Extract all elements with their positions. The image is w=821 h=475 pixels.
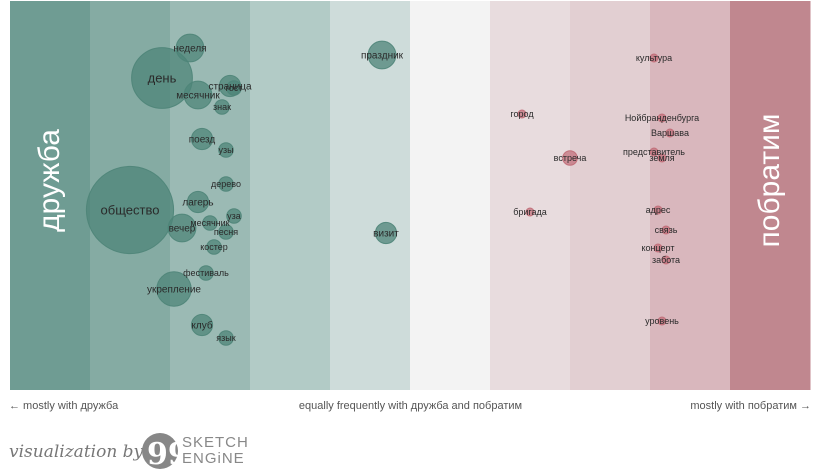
word-label-17: лагерь [182,198,213,209]
word-point-12 [218,142,234,158]
word-point-26 [374,221,398,245]
word-label-30: фестиваль [183,268,229,278]
word-label-22: месячник [190,218,229,228]
word-point-32 [657,316,667,326]
axis-label-middle: equally frequently with дружба and побра… [298,400,523,412]
word-point-31 [156,271,192,307]
background-band-9 [730,1,811,390]
visualization-credit: visualization by [9,442,144,462]
word-label-2: страница [208,82,252,93]
word-point-19 [525,207,535,217]
logo-text: SKETCH ENGiNE [182,434,249,467]
word-label-31: укрепление [147,285,201,296]
word-label-28: концерт [641,243,674,253]
word-label-19: бригада [513,207,547,217]
word-label-1: день [148,71,177,86]
background-band-7 [570,1,651,390]
axis-label-right: mostly with побратим → [690,400,811,412]
word-point-20 [653,205,663,215]
word-label-26: визит [373,229,399,240]
word-point-7 [649,53,659,63]
word-label-15: встреча [554,153,587,163]
word-label-33: клуб [191,320,212,332]
word-label-18: общество [101,203,160,218]
left-word-label: дружба [33,129,66,232]
word-label-8: город [510,109,534,119]
word-label-29: забота [652,255,680,265]
word-label-34: язык [216,333,235,343]
word-label-11: поезд [189,135,216,146]
word-point-8 [517,109,527,119]
word-label-20: адрес [646,205,671,215]
word-label-5: знак [213,102,231,112]
word-point-4 [183,80,213,110]
word-point-28 [653,243,663,253]
word-point-13 [649,147,659,157]
word-point-11 [190,127,214,151]
word-label-4: месячник [176,91,220,102]
word-point-14 [657,153,667,163]
word-point-25 [218,224,234,240]
word-point-16 [218,176,234,192]
background-band-6 [490,1,571,390]
word-point-17 [186,190,210,214]
word-point-9 [657,113,667,123]
word-label-9: Нойбранденбурга [625,113,699,123]
right-word-label: побратим [753,114,786,248]
word-label-16: дерево [211,179,241,189]
word-label-27: костер [200,242,228,252]
word-label-10: Варшава [651,128,689,138]
word-point-23 [167,213,197,243]
word-point-6 [367,40,397,70]
word-label-32: уровень [645,316,679,326]
word-point-10 [665,128,675,138]
word-point-15 [562,150,578,166]
background-band-5 [410,1,491,390]
word-label-3: гост [226,83,243,93]
word-point-18 [85,165,175,255]
word-label-25: песня [214,227,238,237]
word-label-21: уза [227,211,241,221]
quote-logo-icon: 99 [142,433,189,470]
word-label-7: культура [636,53,672,63]
word-label-0: неделя [173,44,206,55]
word-label-12: узы [218,145,233,155]
word-label-23: вечер [169,224,196,235]
word-label-6: праздник [361,51,404,62]
axis-label-left: ← mostly with дружба [9,400,119,412]
word-label-24: связь [655,225,678,235]
background-band-0 [10,1,91,390]
word-point-0 [175,33,205,63]
word-point-33 [190,313,214,337]
word-point-30 [198,265,214,281]
word-point-34 [218,330,234,346]
background-band-4 [330,1,411,390]
word-label-13: представитель [623,147,685,157]
word-point-21 [226,208,242,224]
sketch-engine-logo[interactable]: 99 SKETCH ENGiNE [142,433,248,471]
word-label-14: земля [649,153,674,163]
background-band-3 [250,1,331,390]
word-point-3 [226,80,242,96]
word-point-29 [661,255,671,265]
word-point-5 [214,99,230,115]
word-point-1 [131,47,193,109]
word-point-24 [661,225,671,235]
word-point-27 [206,239,222,255]
word-point-22 [202,215,218,231]
